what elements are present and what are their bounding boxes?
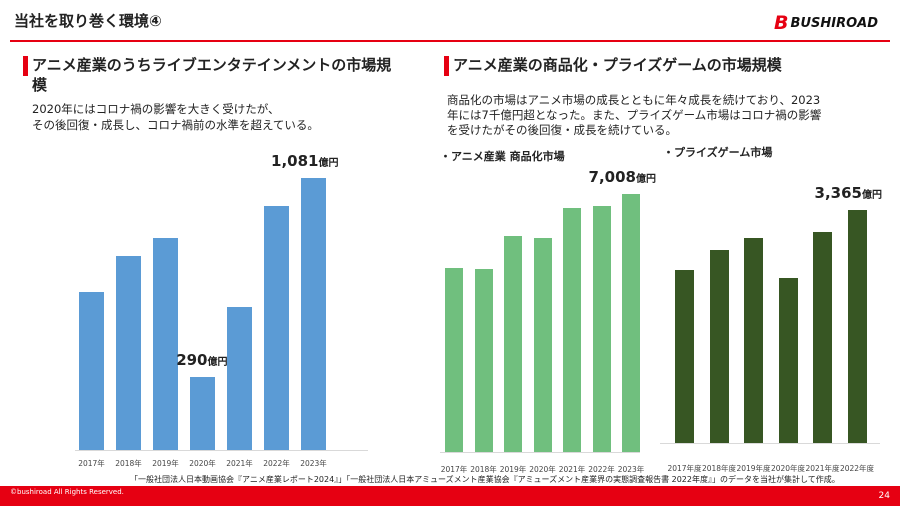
x-tick-label: 2020年 [189, 459, 216, 468]
x-tick-label: 2021年度 [805, 464, 840, 473]
bar [592, 206, 611, 452]
x-tick-label: 2020年 [529, 465, 556, 474]
bar [675, 269, 694, 443]
x-tick-label: 2018年度 [701, 464, 737, 473]
right-desc-2: 年には7千億円超となった。また、プライズゲーム市場はコロナ禍の影響 [447, 108, 822, 122]
bar [847, 210, 867, 443]
logo-text: BUSHIROAD [790, 15, 878, 31]
bar [474, 269, 493, 452]
footer: ©bushiroad All Rights Reserved. 24 [0, 486, 900, 506]
bushiroad-logo: B BUSHIROAD [774, 12, 878, 34]
bar [744, 238, 763, 443]
x-tick-label: 2019年 [499, 465, 527, 474]
bar [153, 237, 178, 450]
left-heading: アニメ産業のうちライブエンタテインメントの市場規模 [32, 56, 392, 94]
chart-axis [75, 450, 368, 451]
x-tick-label: 2020年度 [770, 464, 806, 473]
bar [533, 238, 552, 452]
x-tick-label: 2022年 [588, 465, 615, 474]
x-tick-label: 2017年度 [667, 464, 702, 473]
bar [190, 377, 215, 450]
bar [79, 291, 104, 450]
bar [116, 256, 141, 450]
bar [227, 307, 252, 450]
bar [813, 231, 832, 443]
right-desc-3: を受けたがその後回復・成長を続けている。 [447, 123, 677, 137]
x-tick-label: 2017年 [78, 459, 105, 468]
page-number: 24 [878, 491, 890, 501]
left-desc-1: 2020年にはコロナ禍の影響を大きく受けたが、 [32, 102, 280, 116]
x-tick-label: 2018年 [115, 459, 142, 468]
data-label: 7,008億円 [588, 168, 656, 186]
heading-marker [23, 56, 28, 76]
x-tick-label: 2021年 [226, 459, 253, 468]
bar [563, 207, 581, 452]
right-desc-1: 商品化の市場はアニメ市場の成長とともに年々成長を続けており、2023 [447, 93, 821, 107]
x-tick-label: 2023年 [300, 459, 327, 468]
bar [778, 278, 798, 443]
chart-axis [440, 452, 640, 453]
x-tick-label: 2023年 [617, 465, 645, 474]
left-desc-2: その後回復・成長し、コロナ禍前の水準を超えている。 [32, 118, 319, 132]
x-tick-label: 2018年 [470, 465, 497, 474]
x-tick-label: 2022年 [263, 459, 290, 468]
chart-axis [660, 443, 880, 444]
bar [622, 194, 640, 452]
bar [504, 235, 522, 452]
right-heading: アニメ産業の商品化・プライズゲームの市場規模 [453, 56, 782, 74]
prize-chart-title: ・プライズゲーム市場 [663, 146, 773, 159]
x-tick-label: 2022年度 [839, 464, 875, 473]
page-title: 当社を取り巻く環境④ [14, 12, 162, 30]
x-tick-label: 2019年 [152, 459, 179, 468]
x-tick-label: 2019年度 [736, 464, 771, 473]
data-label: 1,081億円 [271, 152, 339, 170]
bar [264, 205, 289, 450]
data-label: 3,365億円 [814, 184, 882, 202]
header-divider [10, 40, 890, 42]
source-note: 「一般社団法人日本動画協会『アニメ産業レポート2024』」「一般社団法人日本アミ… [130, 475, 840, 484]
data-label: 290億円 [176, 351, 228, 370]
heading-marker [444, 56, 449, 76]
bar [445, 267, 463, 452]
bar [301, 178, 326, 450]
bar [709, 249, 729, 443]
merch-chart-title: ・アニメ産業 商品化市場 [440, 150, 565, 163]
copyright: ©bushiroad All Rights Reserved. [10, 488, 124, 496]
x-tick-label: 2021年 [558, 465, 586, 474]
x-tick-label: 2017年 [440, 465, 468, 474]
